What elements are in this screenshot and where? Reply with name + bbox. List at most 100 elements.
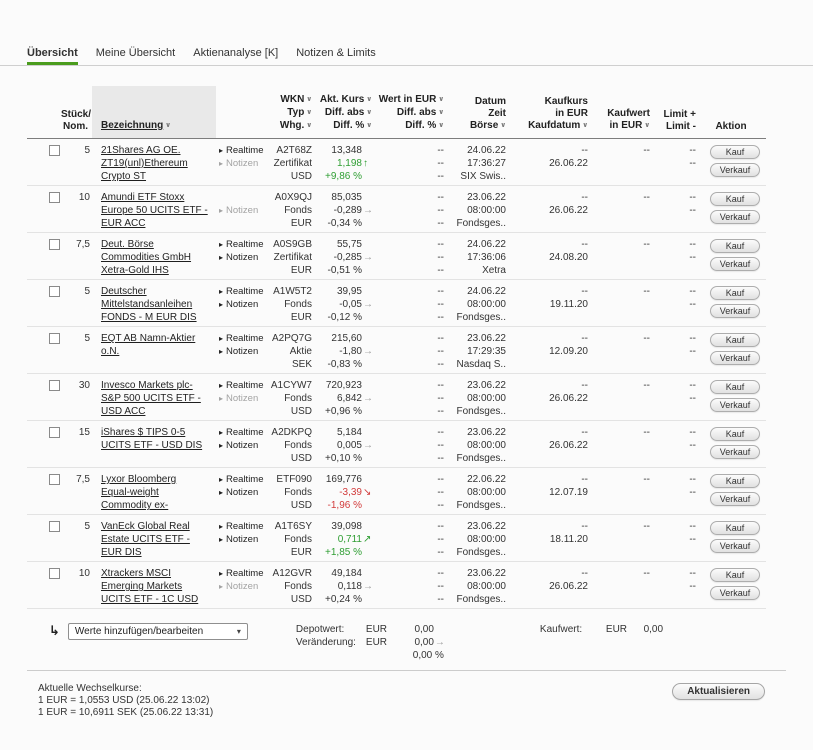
realtime-button[interactable]: ▸ Realtime <box>219 473 270 486</box>
sort-caret-icon[interactable]: ∨ <box>306 96 312 103</box>
row-checkbox[interactable] <box>49 521 60 532</box>
refresh-button[interactable]: Aktualisieren <box>672 683 765 700</box>
verkauf-button[interactable]: Verkauf <box>710 351 760 365</box>
holding-name-link[interactable]: Invesco Markets plc- S&P 500 UCITS ETF -U… <box>101 380 201 417</box>
row-checkbox[interactable] <box>49 239 60 250</box>
verkauf-button[interactable]: Verkauf <box>710 539 760 553</box>
verkauf-button[interactable]: Verkauf <box>710 304 760 318</box>
holding-name-link[interactable]: Amundi ETF Stoxx Europe 50 UCITS ETF - EUR… <box>101 192 208 229</box>
kauf-button[interactable]: Kauf <box>710 145 760 159</box>
sort-caret-icon[interactable]: ∨ <box>306 109 312 116</box>
holding-name-link[interactable]: 21Shares AG OE. ZT19(unl)Ethereum Crypto S… <box>101 145 188 182</box>
notizen-button[interactable]: ▸ Notizen <box>219 298 270 311</box>
row-checkbox[interactable] <box>49 145 60 156</box>
col-header-kurs[interactable]: Akt. Kurs ∨ Diff. abs ∨ Diff. % ∨ <box>316 86 376 139</box>
verkauf-button[interactable]: Verkauf <box>710 257 760 271</box>
exchange-name: Fondsges.. <box>456 406 506 417</box>
sort-caret-icon[interactable]: ∨ <box>438 122 444 129</box>
price-change-pct: +0,96 % <box>316 405 372 418</box>
realtime-button[interactable]: ▸ Realtime <box>219 520 270 533</box>
action-cell: Kauf Verkauf <box>700 279 766 327</box>
realtime-button[interactable]: ▸ Realtime <box>219 379 270 392</box>
limit-cell: -- -- <box>654 467 700 515</box>
row-checkbox[interactable] <box>49 427 60 438</box>
kauf-button[interactable]: Kauf <box>710 239 760 253</box>
holding-name-link[interactable]: VanEck Global Real Estate UCITS ETF - EUR … <box>101 521 190 558</box>
realtime-button[interactable]: ▸ Realtime <box>219 144 270 157</box>
realtime-button[interactable]: ▸ Realtime <box>219 238 270 251</box>
notizen-button[interactable]: ▸ Notizen <box>219 345 270 358</box>
col-header-wert[interactable]: Wert in EUR ∨ Diff. abs ∨ Diff. % ∨ <box>376 86 448 139</box>
sort-caret-icon[interactable]: ∨ <box>438 109 444 116</box>
col-header-datum[interactable]: Datum Zeit Börse ∨ <box>448 86 510 139</box>
quick-buttons-cell: ▸ Realtime ▸ Notizen <box>216 279 270 327</box>
sort-caret-icon[interactable]: ∨ <box>366 96 372 103</box>
col-header-name[interactable]: Bezeichnung ∨ <box>92 86 216 139</box>
notizen-button[interactable]: ▸ Notizen <box>219 157 270 170</box>
sort-caret-icon[interactable]: ∨ <box>366 109 372 116</box>
notizen-button[interactable]: ▸ Notizen <box>219 439 270 452</box>
verkauf-button[interactable]: Verkauf <box>710 492 760 506</box>
notizen-button[interactable]: ▸ Notizen <box>219 392 270 405</box>
notizen-button[interactable]: ▸ Notizen <box>219 486 270 499</box>
col-header-kaufkurs[interactable]: Kaufkurs in EUR Kaufdatum ∨ <box>510 86 592 139</box>
sort-caret-icon[interactable]: ∨ <box>644 122 650 129</box>
kauf-button[interactable]: Kauf <box>710 286 760 300</box>
verkauf-button[interactable]: Verkauf <box>710 445 760 459</box>
tab-ubersicht[interactable]: Übersicht <box>27 47 78 65</box>
kauf-button[interactable]: Kauf <box>710 380 760 394</box>
holding-name-link[interactable]: Deut. Börse Commodities GmbH Xetra-Gold IH… <box>101 239 192 276</box>
notizen-button[interactable]: ▸ Notizen <box>219 580 270 593</box>
row-checkbox[interactable] <box>49 568 60 579</box>
kauf-button[interactable]: Kauf <box>710 474 760 488</box>
holding-name-link[interactable]: iShares $ TIPS 0-5 UCITS ETF - USD DIS <box>101 427 203 451</box>
row-checkbox[interactable] <box>49 192 60 203</box>
rate-line: 1 EUR = 10,6911 SEK (25.06.22 13:31) <box>38 707 214 718</box>
sort-caret-icon[interactable]: ∨ <box>306 122 312 129</box>
row-checkbox[interactable] <box>49 474 60 485</box>
holding-name-link[interactable]: Xtrackers MSCI Emerging Markets UCITS ETF … <box>101 568 199 605</box>
kauf-button[interactable]: Kauf <box>710 568 760 582</box>
notizen-button[interactable]: ▸ Notizen <box>219 204 270 217</box>
realtime-button[interactable]: ▸ Realtime <box>219 285 270 298</box>
kauf-button[interactable]: Kauf <box>710 521 760 535</box>
col-header-kaufwert[interactable]: Kaufwert in EUR ∨ <box>592 86 654 139</box>
row-checkbox[interactable] <box>49 333 60 344</box>
trend-arrow-icon: → <box>363 252 373 263</box>
header-label: Limit - <box>666 121 696 132</box>
col-header-wkn[interactable]: WKN ∨ Typ ∨ Whg. ∨ <box>270 86 316 139</box>
realtime-button[interactable]: ▸ Realtime <box>219 332 270 345</box>
sort-caret-icon[interactable]: ∨ <box>366 122 372 129</box>
limit-cell: -- -- <box>654 326 700 374</box>
notizen-button[interactable]: ▸ Notizen <box>219 251 270 264</box>
verkauf-button[interactable]: Verkauf <box>710 586 760 600</box>
notizen-button[interactable]: ▸ Notizen <box>219 533 270 546</box>
verkauf-button[interactable]: Verkauf <box>710 398 760 412</box>
sort-caret-icon[interactable]: ∨ <box>438 96 444 103</box>
tab-meine-ubersicht[interactable]: Meine Übersicht <box>95 47 176 59</box>
row-checkbox[interactable] <box>49 380 60 391</box>
holding-name-link[interactable]: EQT AB Namn-Aktier o.N. <box>101 333 196 357</box>
add-values-select[interactable]: Werte hinzufügen/bearbeiten ▾ <box>67 623 248 640</box>
arrow-slot <box>362 358 372 371</box>
sort-caret-icon[interactable]: ∨ <box>500 122 506 129</box>
quick-buttons-cell: ▸ Notizen <box>216 185 270 233</box>
value-in-eur: -- <box>437 393 444 404</box>
sort-caret-icon[interactable]: ∨ <box>582 122 588 129</box>
tab-notizen-limits[interactable]: Notizen & Limits <box>296 47 376 59</box>
sort-caret-icon[interactable]: ∨ <box>165 122 171 129</box>
exchange-name: Nasdaq S.. <box>456 359 506 370</box>
verkauf-button[interactable]: Verkauf <box>710 210 760 224</box>
kauf-button[interactable]: Kauf <box>710 192 760 206</box>
tab-aktienanalyse-k[interactable]: Aktienanalyse [K] <box>193 47 279 59</box>
kauf-button[interactable]: Kauf <box>710 333 760 347</box>
holding-name-link[interactable]: Deutscher Mittelstandsanleihen FONDS - M E… <box>101 286 197 323</box>
row-checkbox[interactable] <box>49 286 60 297</box>
header-label: Akt. Kurs ∨ <box>319 94 372 105</box>
header-label: Datum <box>474 96 506 107</box>
kauf-button[interactable]: Kauf <box>710 427 760 441</box>
realtime-button[interactable]: ▸ Realtime <box>219 426 270 439</box>
holding-name-link[interactable]: Lyxor Bloomberg Equal-weight Commodity ex- <box>101 474 177 511</box>
verkauf-button[interactable]: Verkauf <box>710 163 760 177</box>
realtime-button[interactable]: ▸ Realtime <box>219 567 270 580</box>
